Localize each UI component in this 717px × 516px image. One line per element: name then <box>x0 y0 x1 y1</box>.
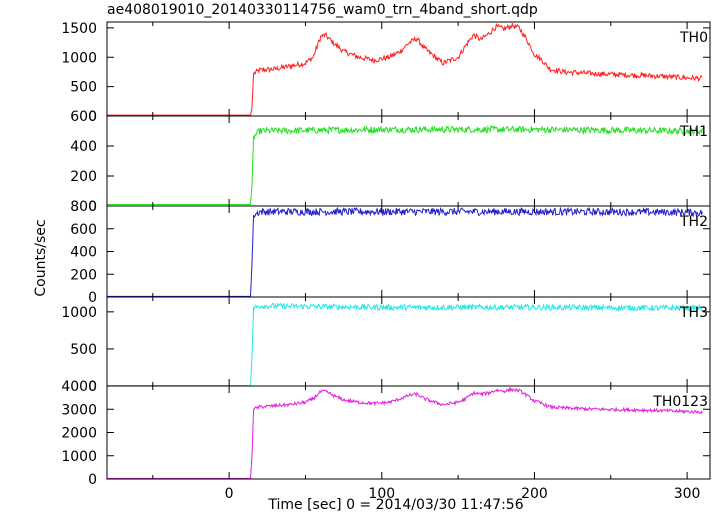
y-tick-label: 500 <box>70 342 97 358</box>
series-line-th0 <box>107 22 703 116</box>
panel-frame-th2 <box>106 205 711 298</box>
y-tick-label: 0 <box>88 199 97 215</box>
chart-title: ae408019010_20140330114756_wam0_trn_4ban… <box>107 2 538 18</box>
y-tick-label: 0 <box>88 290 97 306</box>
panel-frame-th0 <box>106 21 711 117</box>
y-tick-label: 2000 <box>61 426 97 442</box>
y-tick-label: 1000 <box>61 305 97 321</box>
y-tick-label: 0 <box>88 472 97 488</box>
y-tick-label: 1000 <box>61 50 97 66</box>
x-tick-label: 300 <box>674 486 701 502</box>
series-line-th2 <box>107 206 703 297</box>
series-label-th0123: TH0123 <box>652 394 708 410</box>
series-label-th0: TH0 <box>679 30 708 46</box>
x-tick-label: 100 <box>368 486 395 502</box>
y-tick-label: 200 <box>70 267 97 283</box>
y-tick-label: 400 <box>70 139 97 155</box>
x-tick-label: 0 <box>225 486 234 502</box>
y-tick-label: 600 <box>70 222 97 238</box>
series-line-th1 <box>107 124 703 205</box>
y-tick-label: 200 <box>70 169 97 185</box>
y-tick-label: 3000 <box>61 402 97 418</box>
y-tick-label: 0 <box>88 379 97 395</box>
series-line-th3 <box>107 301 703 387</box>
y-tick-label: 1500 <box>61 21 97 37</box>
y-tick-label: 1000 <box>61 449 97 465</box>
series-line-th0123 <box>107 386 703 480</box>
series-label-th3: TH3 <box>679 305 708 321</box>
y-tick-label: 0 <box>88 109 97 125</box>
series-label-th1: TH1 <box>679 124 708 140</box>
y-axis-label: Counts/sec <box>33 219 49 297</box>
panel-frame-th0123 <box>106 385 711 480</box>
x-axis-label: Time [sec] 0 = 2014/03/30 11:47:56 <box>268 497 524 513</box>
y-tick-label: 400 <box>70 245 97 261</box>
y-tick-label: 500 <box>70 80 97 96</box>
y-tick-label: 800 <box>70 199 97 215</box>
y-tick-label: 600 <box>70 109 97 125</box>
series-label-th2: TH2 <box>679 214 708 230</box>
y-tick-label: 4000 <box>61 379 97 395</box>
x-tick-label: 200 <box>521 486 548 502</box>
